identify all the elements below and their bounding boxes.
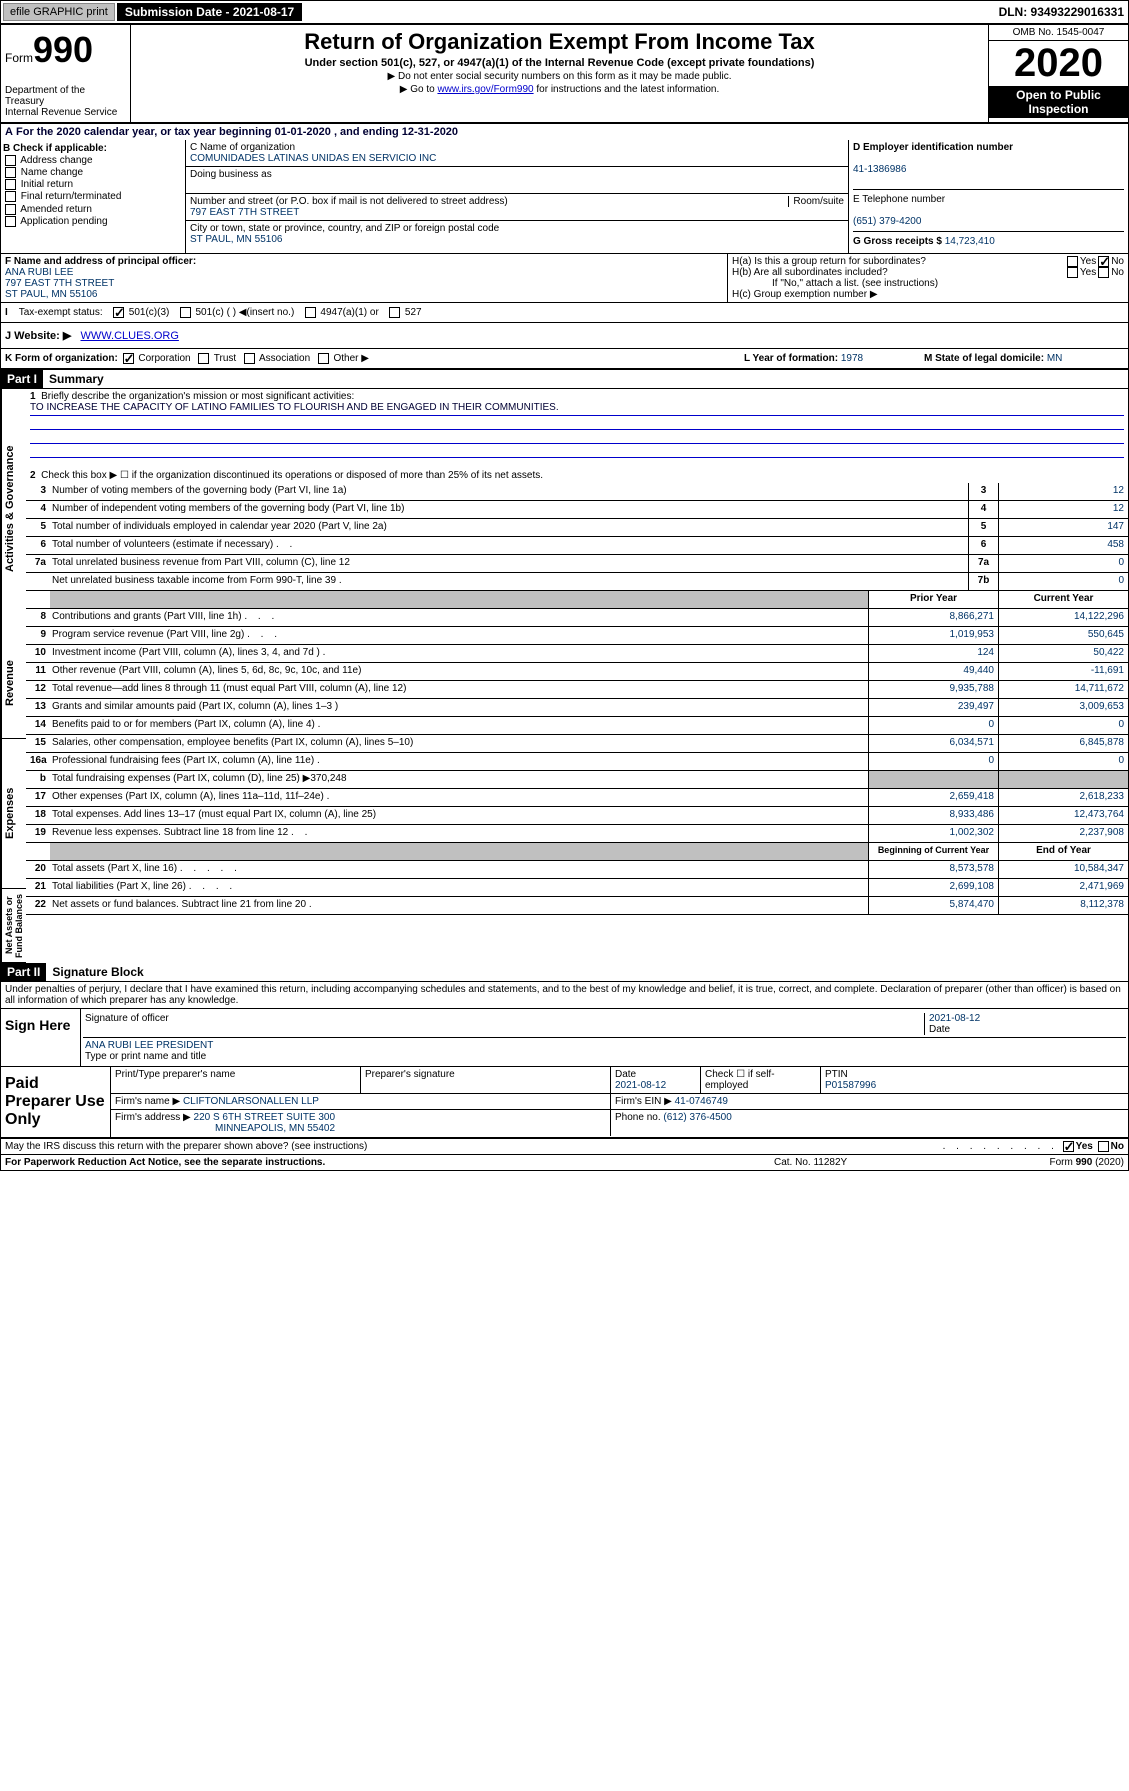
exp-line-17: 17 Other expenses (Part IX, column (A), … xyxy=(26,789,1128,807)
org-name-row: C Name of organization COMUNIDADES LATIN… xyxy=(186,140,848,167)
rev-line-8: 8 Contributions and grants (Part VIII, l… xyxy=(26,609,1128,627)
year-headers: Prior Year Current Year xyxy=(26,591,1128,609)
tax-year: 2020 xyxy=(989,41,1128,86)
part2-header: Part II Signature Block xyxy=(1,963,1128,982)
omb-number: OMB No. 1545-0047 xyxy=(989,25,1128,41)
balance-headers: Beginning of Current Year End of Year xyxy=(26,843,1128,861)
city-row: City or town, state or province, country… xyxy=(186,221,848,247)
vert-netassets: Net Assets or Fund Balances xyxy=(1,889,26,963)
gov-line-5: 5 Total number of individuals employed i… xyxy=(26,519,1128,537)
exp-line-14: 14 Benefits paid to or for members (Part… xyxy=(26,717,1128,735)
section-b: B Check if applicable: Address change Na… xyxy=(1,140,186,253)
rev-line-12: 12 Total revenue—add lines 8 through 11 … xyxy=(26,681,1128,699)
title-cell: Return of Organization Exempt From Incom… xyxy=(131,25,988,122)
footer: For Paperwork Reduction Act Notice, see … xyxy=(1,1155,1128,1170)
rev-line-9: 9 Program service revenue (Part VIII, li… xyxy=(26,627,1128,645)
perjury-text: Under penalties of perjury, I declare th… xyxy=(1,982,1128,1009)
net-line-21: 21 Total liabilities (Part X, line 26) .… xyxy=(26,879,1128,897)
subtitle: Under section 501(c), 527, or 4947(a)(1)… xyxy=(135,57,984,69)
website-link[interactable]: WWW.CLUES.ORG xyxy=(81,330,179,342)
form-label: Form xyxy=(5,51,33,65)
street-addr: 797 EAST 7TH STREET xyxy=(190,207,844,218)
line-2: 2 Check this box ▶ ☐ if the organization… xyxy=(26,468,1128,483)
efile-button[interactable]: efile GRAPHIC print xyxy=(3,3,115,21)
submission-date: Submission Date - 2021-08-17 xyxy=(117,3,302,21)
signature-block: Under penalties of perjury, I declare th… xyxy=(1,982,1128,1170)
check-name: Name change xyxy=(3,167,183,178)
ein: 41-1386986 xyxy=(853,164,906,175)
gov-line-3: 3 Number of voting members of the govern… xyxy=(26,483,1128,501)
section-j: J Website: ▶ WWW.CLUES.ORG xyxy=(1,323,1128,349)
section-h: H(a) Is this a group return for subordin… xyxy=(728,254,1128,302)
city-addr: ST PAUL, MN 55106 xyxy=(190,234,844,245)
part1-header: Part I Summary xyxy=(1,370,1128,389)
part1-body: Activities & Governance Revenue Expenses… xyxy=(1,389,1128,963)
gov-line-7a: 7a Total unrelated business revenue from… xyxy=(26,555,1128,573)
discuss-row: May the IRS discuss this return with the… xyxy=(1,1139,1128,1155)
section-k: K Form of organization: Corporation Trus… xyxy=(5,353,744,364)
year-cell: OMB No. 1545-0047 2020 Open to PublicIns… xyxy=(988,25,1128,122)
section-k-l-m: K Form of organization: Corporation Trus… xyxy=(1,349,1128,370)
section-f-h: F Name and address of principal officer:… xyxy=(1,254,1128,303)
section-i: I Tax-exempt status: 501(c)(3) 501(c) ( … xyxy=(1,303,1128,323)
exp-line-b: b Total fundraising expenses (Part IX, c… xyxy=(26,771,1128,789)
form-990-container: efile GRAPHIC print Submission Date - 20… xyxy=(0,0,1129,1171)
section-c: C Name of organization COMUNIDADES LATIN… xyxy=(186,140,848,253)
rev-line-11: 11 Other revenue (Part VIII, column (A),… xyxy=(26,663,1128,681)
section-b-c-d: B Check if applicable: Address change Na… xyxy=(1,140,1128,254)
exp-line-16a: 16a Professional fundraising fees (Part … xyxy=(26,753,1128,771)
exp-line-18: 18 Total expenses. Add lines 13–17 (must… xyxy=(26,807,1128,825)
net-line-20: 20 Total assets (Part X, line 16) . . . … xyxy=(26,861,1128,879)
section-f: F Name and address of principal officer:… xyxy=(1,254,728,302)
exp-line-13: 13 Grants and similar amounts paid (Part… xyxy=(26,699,1128,717)
check-final: Final return/terminated xyxy=(3,191,183,202)
section-l: L Year of formation: 1978 xyxy=(744,353,924,364)
gov-line-6: 6 Total number of volunteers (estimate i… xyxy=(26,537,1128,555)
gov-line-4: 4 Number of independent voting members o… xyxy=(26,501,1128,519)
line-a: A For the 2020 calendar year, or tax yea… xyxy=(1,124,1128,140)
dba-row: Doing business as xyxy=(186,167,848,194)
open-public: Open to PublicInspection xyxy=(989,86,1128,118)
check-address: Address change xyxy=(3,155,183,166)
vert-expenses: Expenses xyxy=(1,739,26,889)
section-d-e-g: D Employer identification number 41-1386… xyxy=(848,140,1128,253)
gov-line-7b: Net unrelated business taxable income fr… xyxy=(26,573,1128,591)
dept-treasury: Department of the TreasuryInternal Reven… xyxy=(5,85,126,118)
mission-text: TO INCREASE THE CAPACITY OF LATINO FAMIL… xyxy=(30,402,1124,416)
section-m: M State of legal domicile: MN xyxy=(924,353,1124,364)
top-bar: efile GRAPHIC print Submission Date - 20… xyxy=(1,1,1128,25)
line-1: 1 Briefly describe the organization's mi… xyxy=(26,389,1128,460)
org-name: COMUNIDADES LATINAS UNIDAS EN SERVICIO I… xyxy=(190,153,844,164)
phone: (651) 379-4200 xyxy=(853,216,921,227)
net-line-22: 22 Net assets or fund balances. Subtract… xyxy=(26,897,1128,915)
paid-preparer: Paid Preparer Use Only Print/Type prepar… xyxy=(1,1067,1128,1139)
main-title: Return of Organization Exempt From Incom… xyxy=(135,29,984,55)
check-pending: Application pending xyxy=(3,216,183,227)
irs-link[interactable]: www.irs.gov/Form990 xyxy=(437,84,533,95)
form-number: 990 xyxy=(33,29,93,70)
street-row: Number and street (or P.O. box if mail i… xyxy=(186,194,848,221)
exp-line-15: 15 Salaries, other compensation, employe… xyxy=(26,735,1128,753)
form-number-cell: Form990 Department of the TreasuryIntern… xyxy=(1,25,131,122)
check-amended: Amended return xyxy=(3,204,183,215)
instruction-2: ▶ Go to www.irs.gov/Form990 for instruct… xyxy=(135,84,984,95)
vert-revenue: Revenue xyxy=(1,629,26,739)
gross-receipts: 14,723,410 xyxy=(945,236,995,247)
instruction-1: ▶ Do not enter social security numbers o… xyxy=(135,71,984,82)
vert-governance: Activities & Governance xyxy=(1,389,26,629)
dln: DLN: 93493229016331 xyxy=(999,5,1128,19)
sign-here-row: Sign Here Signature of officer2021-08-12… xyxy=(1,1009,1128,1067)
rev-line-10: 10 Investment income (Part VIII, column … xyxy=(26,645,1128,663)
form-header: Form990 Department of the TreasuryIntern… xyxy=(1,25,1128,124)
exp-line-19: 19 Revenue less expenses. Subtract line … xyxy=(26,825,1128,843)
check-initial: Initial return xyxy=(3,179,183,190)
